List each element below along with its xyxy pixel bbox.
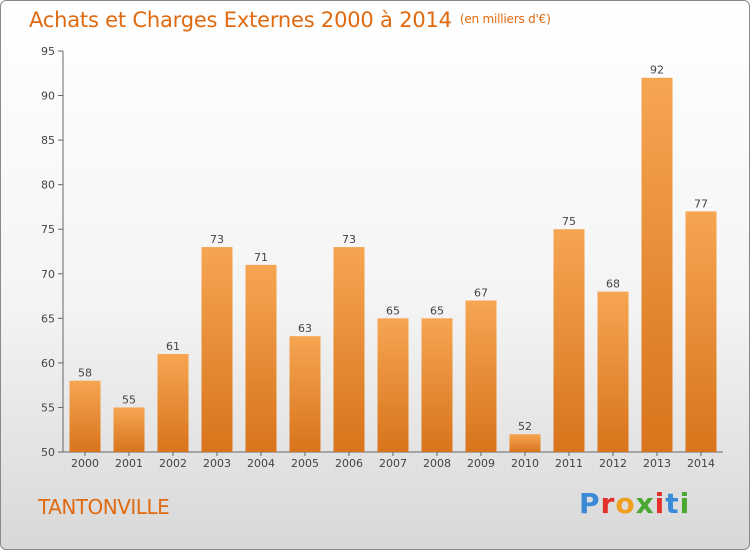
bar bbox=[509, 434, 541, 452]
y-tick-label: 50 bbox=[41, 446, 55, 459]
bar-value-label: 68 bbox=[606, 278, 620, 291]
x-tick-label: 2012 bbox=[599, 457, 627, 470]
y-tick-label: 70 bbox=[41, 268, 55, 281]
y-tick-label: 95 bbox=[41, 45, 55, 58]
x-tick-label: 2009 bbox=[467, 457, 495, 470]
bar bbox=[201, 247, 233, 452]
y-tick-label: 55 bbox=[41, 401, 55, 414]
x-tick-label: 2000 bbox=[71, 457, 99, 470]
y-tick-label: 90 bbox=[41, 90, 55, 103]
bar bbox=[641, 77, 673, 452]
bar-value-label: 71 bbox=[254, 251, 268, 264]
chart-title: Achats et Charges Externes 2000 à 2014 (e… bbox=[29, 8, 551, 32]
bar-value-label: 63 bbox=[298, 322, 312, 335]
chart-subtitle: (en milliers d'€) bbox=[459, 12, 551, 26]
x-tick-label: 2007 bbox=[379, 457, 407, 470]
bar-value-label: 58 bbox=[78, 367, 92, 380]
y-tick-label: 80 bbox=[41, 179, 55, 192]
bar bbox=[69, 380, 101, 452]
logo-letter: r bbox=[600, 487, 616, 520]
x-tick-label: 2010 bbox=[511, 457, 539, 470]
x-tick-label: 2008 bbox=[423, 457, 451, 470]
bar bbox=[553, 229, 585, 452]
bar-value-label: 73 bbox=[210, 233, 224, 246]
bar bbox=[465, 300, 497, 452]
x-tick-label: 2011 bbox=[555, 457, 583, 470]
logo-letter: t bbox=[665, 487, 680, 520]
bar bbox=[333, 247, 365, 452]
bar-value-label: 65 bbox=[386, 304, 400, 317]
y-tick-label: 65 bbox=[41, 312, 55, 325]
commune-name: TANTONVILLE bbox=[38, 495, 170, 519]
bar-value-label: 77 bbox=[694, 197, 708, 210]
x-tick-label: 2005 bbox=[291, 457, 319, 470]
x-tick-label: 2001 bbox=[115, 457, 143, 470]
logo-letter: P bbox=[579, 487, 601, 520]
logo-letter: x bbox=[635, 487, 655, 520]
bar bbox=[157, 353, 189, 452]
chart-axes: 50 55 60 65 70 75 80 85 90 95 2000 2001 2002 2003 2004… bbox=[41, 45, 723, 470]
bar bbox=[597, 291, 629, 452]
bar bbox=[377, 318, 409, 452]
bar-value-label: 73 bbox=[342, 233, 356, 246]
bar-value-label: 61 bbox=[166, 340, 180, 353]
bar-value-label: 92 bbox=[650, 64, 664, 77]
y-tick-label: 60 bbox=[41, 357, 55, 370]
x-tick-label: 2002 bbox=[159, 457, 187, 470]
x-tick-label: 2004 bbox=[247, 457, 275, 470]
logo-letter: i bbox=[654, 487, 666, 520]
bar-value-label: 55 bbox=[122, 393, 136, 406]
bar bbox=[685, 211, 717, 452]
bar-value-label: 52 bbox=[518, 420, 532, 433]
bar bbox=[113, 407, 145, 452]
bar-value-label: 75 bbox=[562, 215, 576, 228]
x-tick-label: 2013 bbox=[643, 457, 671, 470]
chart-bars: 58 55 61 73 71 63 73 65 65 67 52 75 68 92 77 bbox=[69, 64, 717, 452]
bar bbox=[289, 336, 321, 452]
x-tick-label: 2006 bbox=[335, 457, 363, 470]
logo-letter: o bbox=[615, 487, 636, 520]
proxiti-logo: Proxiti bbox=[579, 487, 690, 520]
x-tick-label: 2014 bbox=[687, 457, 715, 470]
logo-letter: i bbox=[679, 487, 691, 520]
bar bbox=[245, 264, 277, 452]
bar-value-label: 67 bbox=[474, 287, 488, 300]
bar bbox=[421, 318, 453, 452]
x-tick-label: 2003 bbox=[203, 457, 231, 470]
y-tick-label: 85 bbox=[41, 134, 55, 147]
y-tick-label: 75 bbox=[41, 223, 55, 236]
chart-title-text: Achats et Charges Externes 2000 à 2014 bbox=[29, 8, 452, 32]
bar-value-label: 65 bbox=[430, 304, 444, 317]
